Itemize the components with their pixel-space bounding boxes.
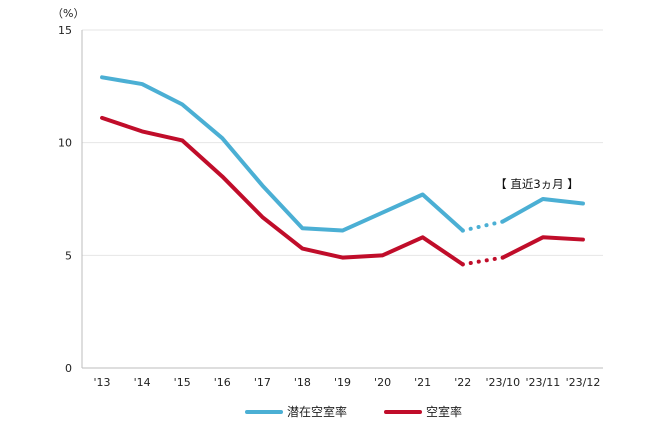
series-line-annual bbox=[100, 75, 465, 233]
x-tick-label: '16 bbox=[214, 376, 231, 389]
y-tick-label: 5 bbox=[65, 249, 72, 262]
legend-item-vacancy: 空室率 bbox=[384, 403, 462, 420]
x-tick-label: '13 bbox=[94, 376, 111, 389]
series-line-dotted-gap bbox=[460, 255, 505, 267]
x-tick-labels: '13 '14 '15 '16 '17 '18 '19 '20 '21 '22 '23/10 '23/… bbox=[94, 376, 601, 389]
series-line-recent bbox=[500, 197, 585, 224]
x-tick-label: '14 bbox=[134, 376, 151, 389]
y-axis-unit-label: （%） bbox=[52, 7, 84, 20]
series-line-annual bbox=[100, 115, 465, 267]
gridlines bbox=[82, 29, 603, 256]
y-tick-label: 15 bbox=[58, 24, 72, 37]
legend-item-potential-vacancy: 潜在空室率 bbox=[245, 403, 347, 420]
x-tick-label: '15 bbox=[174, 376, 191, 389]
series-lines bbox=[100, 75, 585, 267]
x-tick-label: '20 bbox=[374, 376, 391, 389]
line-chart: （%） 0 5 10 15 '13 '14 '15 '16 '17 '18 '19 '20 '21 '2… bbox=[52, 7, 603, 389]
legend-swatch-potential-vacancy bbox=[245, 409, 283, 414]
recent-months-annotation: 【 直近3ヵ月 】 bbox=[495, 177, 579, 191]
x-tick-label: '23/10 bbox=[485, 376, 520, 389]
x-tick-label: '17 bbox=[254, 376, 271, 389]
series-line-dotted-gap bbox=[460, 219, 505, 233]
legend-swatch-vacancy bbox=[384, 409, 422, 414]
legend-label-vacancy: 空室率 bbox=[426, 405, 463, 419]
x-tick-label: '22 bbox=[454, 376, 471, 389]
y-tick-labels: 0 5 10 15 bbox=[58, 24, 72, 375]
x-tick-label: '19 bbox=[334, 376, 351, 389]
x-tick-label: '18 bbox=[294, 376, 311, 389]
legend: 潜在空室率 空室率 bbox=[0, 403, 650, 423]
y-tick-label: 10 bbox=[58, 137, 72, 150]
x-tick-label: '23/12 bbox=[566, 376, 601, 389]
legend-label-potential-vacancy: 潜在空室率 bbox=[287, 405, 348, 419]
y-tick-label: 0 bbox=[65, 362, 72, 375]
x-tick-label: '23/11 bbox=[526, 376, 561, 389]
series-line-recent bbox=[500, 235, 585, 260]
x-tick-label: '21 bbox=[414, 376, 431, 389]
